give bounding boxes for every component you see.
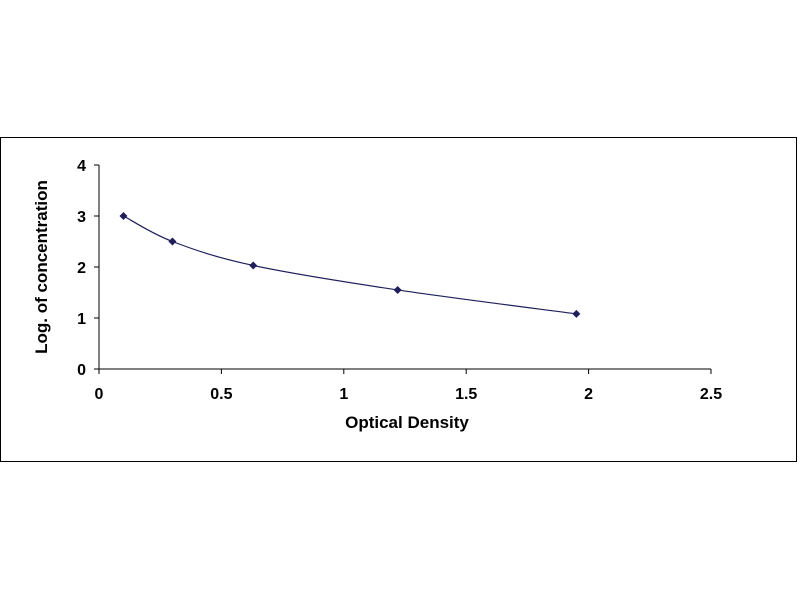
x-axis-title: Optical Density xyxy=(345,413,469,432)
x-tick-label: 2 xyxy=(584,386,593,403)
x-tick-label: 2.5 xyxy=(700,386,722,403)
y-axis-title: Log. of concentration xyxy=(32,180,51,354)
y-tick-label: 4 xyxy=(77,158,86,175)
axes: 0 1 2 3 4 0 0.5 1 1.5 2 2.5 xyxy=(77,158,722,403)
data-point xyxy=(393,285,402,294)
y-ticks: 0 1 2 3 4 xyxy=(77,158,99,379)
y-tick-label: 3 xyxy=(77,209,86,226)
x-tick-label: 1.5 xyxy=(455,386,477,403)
data-points xyxy=(119,212,581,318)
data-point xyxy=(572,309,581,318)
y-tick-label: 0 xyxy=(77,362,86,379)
x-ticks: 0 0.5 1 1.5 2 2.5 xyxy=(95,369,722,403)
data-point xyxy=(119,212,128,220)
data-point xyxy=(249,261,258,270)
trendline xyxy=(123,215,577,315)
chart-svg: 0 1 2 3 4 0 0.5 1 1.5 2 2.5 Optical Density Log. … xyxy=(32,158,722,432)
chart-frame: 0 1 2 3 4 0 0.5 1 1.5 2 2.5 Optical Density Log. … xyxy=(0,137,797,462)
trendline-curve xyxy=(123,215,577,315)
x-tick-label: 0.5 xyxy=(210,386,232,403)
data-point xyxy=(168,237,177,246)
x-tick-label: 1 xyxy=(339,386,348,403)
x-tick-label: 0 xyxy=(95,386,104,403)
y-tick-label: 2 xyxy=(77,260,86,277)
y-tick-label: 1 xyxy=(77,311,86,328)
